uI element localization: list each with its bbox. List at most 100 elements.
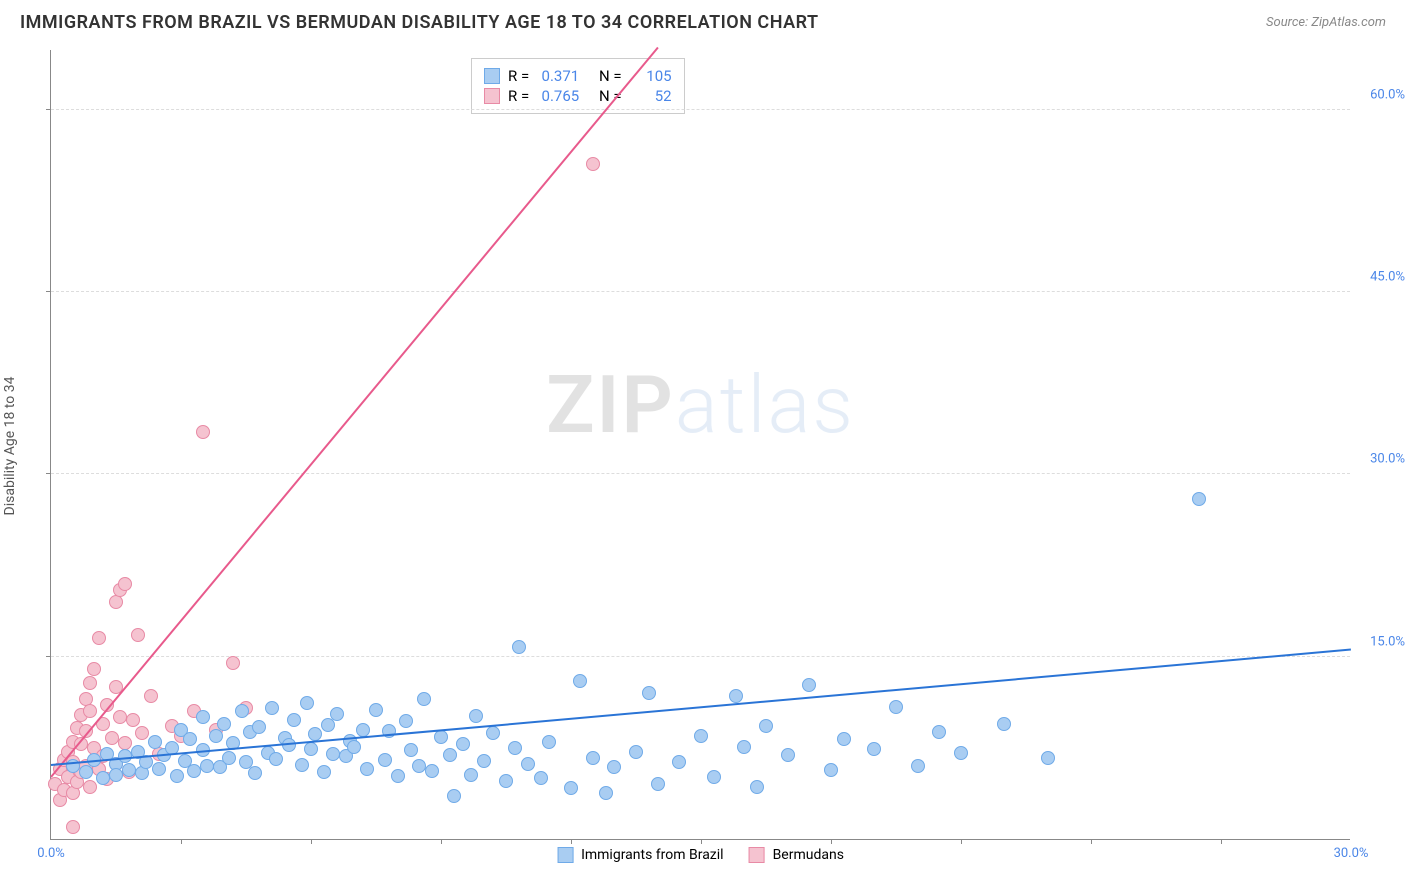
data-point-brazil — [369, 703, 383, 717]
r-value-bermudans: 0.765 — [537, 87, 579, 105]
data-point-brazil — [447, 789, 461, 803]
data-point-brazil — [802, 678, 816, 692]
data-point-brazil — [300, 696, 314, 710]
trend-line-bermudans — [50, 47, 658, 778]
data-point-bermudans — [135, 726, 149, 740]
data-point-brazil — [265, 701, 279, 715]
swatch-bermudans — [484, 88, 500, 104]
y-tick-label: 60.0% — [1370, 87, 1405, 102]
legend-label-bermudans: Bermudans — [773, 847, 844, 863]
data-point-brazil — [295, 758, 309, 772]
gridline — [51, 291, 1350, 292]
data-point-brazil — [304, 742, 318, 756]
data-point-bermudans — [109, 595, 123, 609]
data-point-brazil — [499, 774, 513, 788]
y-tick-label: 45.0% — [1370, 270, 1405, 285]
data-point-brazil — [434, 730, 448, 744]
data-point-brazil — [521, 757, 535, 771]
data-point-bermudans — [226, 656, 240, 670]
data-point-brazil — [573, 674, 587, 688]
data-point-brazil — [824, 763, 838, 777]
data-point-brazil — [911, 759, 925, 773]
data-point-brazil — [347, 740, 361, 754]
data-point-brazil — [235, 704, 249, 718]
data-point-brazil — [417, 692, 431, 706]
data-point-bermudans — [83, 676, 97, 690]
n-value-bermudans: 52 — [630, 87, 672, 105]
data-point-bermudans — [586, 157, 600, 171]
data-point-brazil — [750, 780, 764, 794]
data-point-brazil — [96, 771, 110, 785]
data-point-brazil — [512, 640, 526, 654]
data-point-brazil — [508, 741, 522, 755]
data-point-brazil — [252, 720, 266, 734]
data-point-brazil — [378, 753, 392, 767]
plot-area: ZIPatlas R = 0.371 N = 105 R = 0.765 N =… — [50, 50, 1350, 840]
data-point-brazil — [1192, 492, 1206, 506]
data-point-brazil — [196, 710, 210, 724]
swatch-brazil — [484, 68, 500, 84]
data-point-brazil — [360, 762, 374, 776]
data-point-brazil — [672, 755, 686, 769]
series-legend: Immigrants from Brazil Bermudans — [557, 847, 844, 863]
data-point-brazil — [152, 762, 166, 776]
r-label: R = — [508, 87, 529, 105]
data-point-brazil — [248, 766, 262, 780]
data-point-bermudans — [196, 425, 210, 439]
data-point-brazil — [399, 714, 413, 728]
n-value-brazil: 105 — [630, 67, 672, 85]
data-point-brazil — [464, 768, 478, 782]
data-point-bermudans — [83, 704, 97, 718]
data-point-brazil — [729, 689, 743, 703]
data-point-bermudans — [87, 662, 101, 676]
source-label: Source: ZipAtlas.com — [1266, 15, 1386, 30]
data-point-brazil — [781, 748, 795, 762]
data-point-brazil — [330, 707, 344, 721]
data-point-brazil — [317, 765, 331, 779]
watermark: ZIPatlas — [546, 358, 855, 452]
chart-title: IMMIGRANTS FROM BRAZIL VS BERMUDAN DISAB… — [20, 12, 819, 33]
data-point-brazil — [651, 777, 665, 791]
data-point-brazil — [629, 745, 643, 759]
data-point-brazil — [183, 732, 197, 746]
gridline — [51, 109, 1350, 110]
r-label: R = — [508, 67, 529, 85]
data-point-brazil — [607, 760, 621, 774]
data-point-bermudans — [92, 631, 106, 645]
data-point-bermudans — [118, 577, 132, 591]
stats-row-brazil: R = 0.371 N = 105 — [484, 67, 672, 85]
data-point-brazil — [534, 771, 548, 785]
data-point-brazil — [356, 723, 370, 737]
data-point-brazil — [412, 759, 426, 773]
data-point-brazil — [109, 768, 123, 782]
data-point-bermudans — [66, 820, 80, 834]
data-point-brazil — [586, 751, 600, 765]
data-point-bermudans — [113, 710, 127, 724]
data-point-brazil — [425, 764, 439, 778]
data-point-brazil — [326, 747, 340, 761]
data-point-brazil — [1041, 751, 1055, 765]
y-axis-label: Disability Age 18 to 34 — [2, 377, 18, 516]
data-point-brazil — [889, 700, 903, 714]
y-tick-label: 30.0% — [1370, 452, 1405, 467]
gridline — [51, 473, 1350, 474]
data-point-brazil — [954, 746, 968, 760]
data-point-brazil — [694, 729, 708, 743]
data-point-brazil — [269, 752, 283, 766]
data-point-brazil — [282, 738, 296, 752]
r-value-brazil: 0.371 — [537, 67, 579, 85]
data-point-brazil — [867, 742, 881, 756]
legend-label-brazil: Immigrants from Brazil — [581, 847, 724, 863]
data-point-brazil — [642, 686, 656, 700]
data-point-bermudans — [118, 736, 132, 750]
data-point-brazil — [209, 729, 223, 743]
data-point-brazil — [759, 719, 773, 733]
data-point-brazil — [542, 735, 556, 749]
data-point-brazil — [391, 769, 405, 783]
data-point-bermudans — [105, 731, 119, 745]
stats-legend: R = 0.371 N = 105 R = 0.765 N = 52 — [471, 58, 685, 114]
data-point-brazil — [79, 765, 93, 779]
n-label: N = — [599, 67, 622, 85]
data-point-brazil — [599, 786, 613, 800]
data-point-brazil — [443, 748, 457, 762]
